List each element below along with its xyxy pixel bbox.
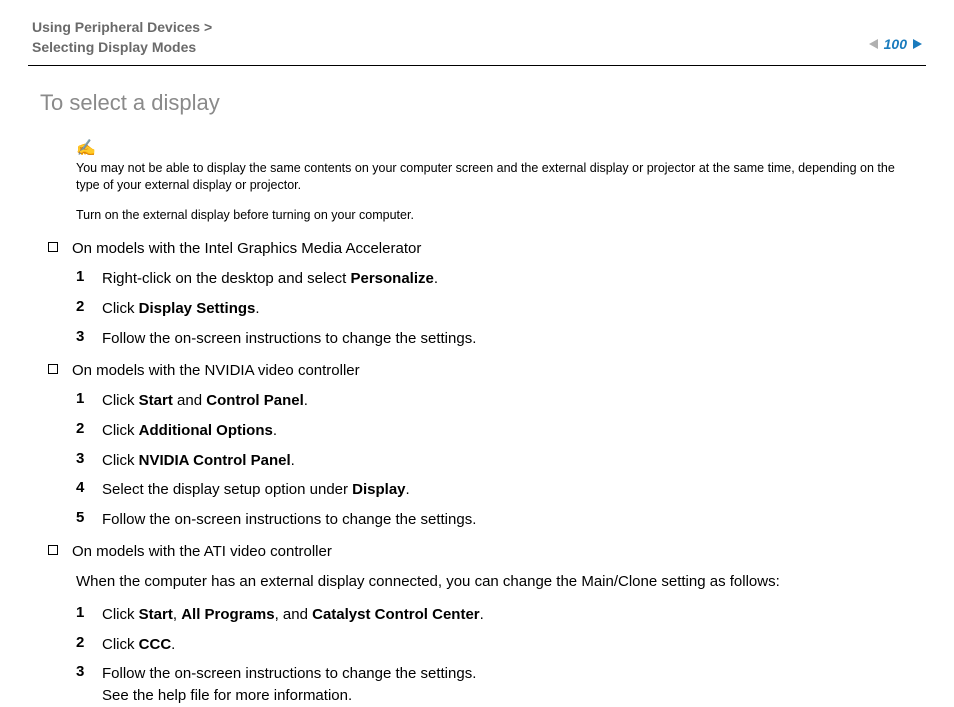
section-heading-row: On models with the NVIDIA video controll…	[48, 360, 914, 383]
step-number: 2	[76, 420, 88, 437]
step-text-wrap: Click Start, All Programs, and Catalyst …	[102, 604, 484, 626]
section-item: On models with the Intel Graphics Media …	[48, 238, 914, 350]
bold-term: CCC	[139, 636, 172, 653]
step-text: Click NVIDIA Control Panel.	[102, 452, 295, 469]
step-number: 1	[76, 390, 88, 407]
note-block: ✍ You may not be able to display the sam…	[40, 138, 914, 194]
page-number-nav: 100	[869, 36, 922, 52]
step-text-wrap: Right-click on the desktop and select Pe…	[102, 268, 438, 290]
page-header: Using Peripheral Devices > Selecting Dis…	[0, 0, 954, 65]
step-number: 3	[76, 328, 88, 345]
section-heading: On models with the NVIDIA video controll…	[72, 360, 360, 383]
bullet-square-icon	[48, 242, 58, 252]
step-list: 1 Click Start and Control Panel. 2 Click Ad…	[76, 390, 914, 531]
next-page-icon[interactable]	[913, 39, 922, 49]
step-number: 2	[76, 298, 88, 315]
step-text-wrap: Click CCC.	[102, 634, 175, 656]
bullet-square-icon	[48, 545, 58, 555]
pre-instruction: Turn on the external display before turn…	[40, 208, 914, 222]
bold-term: All Programs	[181, 606, 274, 623]
page-title: To select a display	[40, 90, 914, 116]
step-number: 3	[76, 450, 88, 467]
bold-term: Start	[139, 606, 173, 623]
step-number: 4	[76, 479, 88, 496]
step-item: 2 Click Display Settings.	[76, 298, 914, 320]
note-icon: ✍	[76, 138, 914, 158]
section-item: On models with the ATI video controller W…	[48, 541, 914, 707]
step-item: 5 Follow the on-screen instructions to ch…	[76, 509, 914, 531]
section-heading-row: On models with the Intel Graphics Media …	[48, 238, 914, 261]
step-text-wrap: Click Start and Control Panel.	[102, 390, 308, 412]
bold-term: Personalize	[350, 270, 433, 287]
section-heading: On models with the Intel Graphics Media …	[72, 238, 421, 261]
section-heading-row: On models with the ATI video controller	[48, 541, 914, 564]
step-item: 2 Click CCC.	[76, 634, 914, 656]
step-item: 2 Click Additional Options.	[76, 420, 914, 442]
step-text: Click Start and Control Panel.	[102, 392, 308, 409]
prev-page-icon[interactable]	[869, 39, 878, 49]
step-text-wrap: Select the display setup option under Di…	[102, 479, 410, 501]
step-item: 1 Right-click on the desktop and select P…	[76, 268, 914, 290]
step-text-wrap: Follow the on-screen instructions to cha…	[102, 328, 476, 350]
step-text-wrap: Click NVIDIA Control Panel.	[102, 450, 295, 472]
step-item: 3 Follow the on-screen instructions to ch…	[76, 328, 914, 350]
section-list: On models with the Intel Graphics Media …	[40, 238, 914, 707]
section-item: On models with the NVIDIA video controll…	[48, 360, 914, 531]
step-text: Select the display setup option under Di…	[102, 481, 410, 498]
note-text: You may not be able to display the same …	[76, 160, 914, 194]
step-number: 1	[76, 604, 88, 621]
step-item: 3 Click NVIDIA Control Panel.	[76, 450, 914, 472]
step-text: Click Display Settings.	[102, 300, 260, 317]
step-number: 2	[76, 634, 88, 651]
bold-term: Display	[352, 481, 405, 498]
step-text-wrap: Click Display Settings.	[102, 298, 260, 320]
bold-term: Additional Options	[139, 422, 273, 439]
section-intro: When the computer has an external displa…	[76, 571, 914, 594]
step-list: 1 Right-click on the desktop and select P…	[76, 268, 914, 349]
page-number: 100	[884, 36, 907, 52]
step-number: 5	[76, 509, 88, 526]
step-text: Follow the on-screen instructions to cha…	[102, 330, 476, 347]
bold-term: Start	[139, 392, 173, 409]
header-rule	[28, 65, 926, 66]
step-text: Follow the on-screen instructions to cha…	[102, 511, 476, 528]
bold-term: Display Settings	[139, 300, 256, 317]
bullet-square-icon	[48, 364, 58, 374]
step-number: 1	[76, 268, 88, 285]
step-text: Click Start, All Programs, and Catalyst …	[102, 606, 484, 623]
step-item: 1 Click Start and Control Panel.	[76, 390, 914, 412]
step-text-wrap: Follow the on-screen instructions to cha…	[102, 663, 476, 707]
breadcrumb-line-2: Selecting Display Modes	[32, 38, 212, 58]
step-item: 1 Click Start, All Programs, and Catalyst…	[76, 604, 914, 626]
step-number: 3	[76, 663, 88, 680]
step-text: Right-click on the desktop and select Pe…	[102, 270, 438, 287]
step-list: 1 Click Start, All Programs, and Catalyst…	[76, 604, 914, 707]
bold-term: Catalyst Control Center	[312, 606, 480, 623]
step-item: 3 Follow the on-screen instructions to ch…	[76, 663, 914, 707]
step-text-wrap: Click Additional Options.	[102, 420, 277, 442]
step-item: 4 Select the display setup option under D…	[76, 479, 914, 501]
bold-term: Control Panel	[206, 392, 304, 409]
step-text-wrap: Follow the on-screen instructions to cha…	[102, 509, 476, 531]
step-subtext: See the help file for more information.	[102, 685, 476, 707]
section-heading: On models with the ATI video controller	[72, 541, 332, 564]
breadcrumb-line-1: Using Peripheral Devices >	[32, 18, 212, 38]
bold-term: NVIDIA Control Panel	[139, 452, 291, 469]
breadcrumb: Using Peripheral Devices > Selecting Dis…	[32, 18, 212, 57]
step-text: Click CCC.	[102, 636, 175, 653]
step-text: Click Additional Options.	[102, 422, 277, 439]
page-content: To select a display ✍ You may not be abl…	[0, 90, 954, 707]
